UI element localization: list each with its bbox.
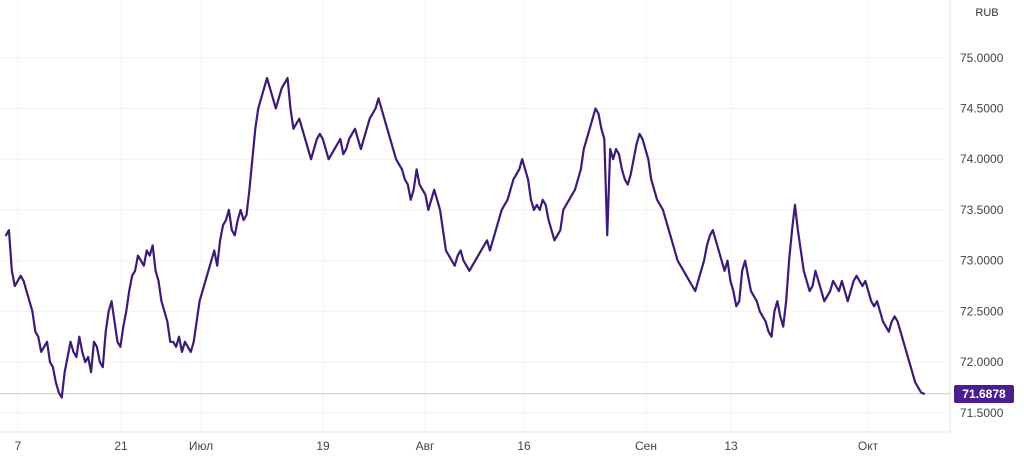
y-tick-label: 74.0000 (960, 152, 1004, 166)
x-tick-label: 13 (724, 439, 738, 453)
currency-unit-label: RUB (968, 4, 1006, 22)
x-axis: 7 21 Июл 19 Авг 16 Сен 13 Окт (15, 439, 879, 453)
y-tick-label: 72.0000 (960, 355, 1004, 369)
x-tick-label: Окт (858, 439, 879, 453)
grid-layer (0, 0, 951, 433)
y-tick-label: 71.5000 (960, 406, 1004, 420)
y-axis: 71.5000 72.0000 72.5000 73.0000 73.5000 74.00… (960, 51, 1004, 420)
x-tick-label: 16 (517, 439, 531, 453)
line-layer (4, 76, 926, 399)
x-tick-label: 21 (114, 439, 128, 453)
x-tick-label: Июл (189, 439, 213, 453)
series-line (4, 76, 926, 399)
y-tick-label: 73.0000 (960, 254, 1004, 268)
x-tick-label: Сен (635, 439, 657, 453)
x-tick-label: 19 (316, 439, 330, 453)
y-tick-label: 72.5000 (960, 304, 1004, 318)
x-tick-label: Авг (416, 439, 435, 453)
x-tick-label: 7 (15, 439, 22, 453)
y-tick-label: 75.0000 (960, 51, 1004, 65)
current-price-badge: 71.6878 (954, 384, 1014, 403)
y-tick-label: 74.5000 (960, 102, 1004, 116)
y-tick-label: 73.5000 (960, 203, 1004, 217)
